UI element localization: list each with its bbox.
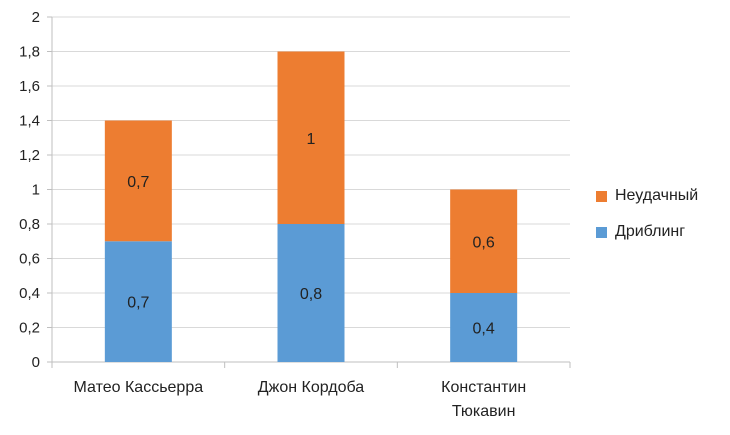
bar-segment — [450, 293, 518, 362]
x-category-label: Джон Кордоба — [258, 379, 365, 396]
y-tick-label: 0 — [32, 354, 40, 371]
data-label: 0,6 — [473, 234, 495, 251]
bar-segment — [277, 224, 345, 362]
bar-segment — [104, 241, 172, 362]
chart-legend: Неудачный Дриблинг — [596, 186, 726, 258]
bar-segment — [450, 189, 518, 293]
legend-swatch-dribbling — [596, 226, 607, 238]
legend-swatch-failed — [596, 190, 607, 202]
y-tick-label: 2 — [32, 9, 40, 26]
legend-label-dribbling: Дриблинг — [615, 223, 686, 240]
bar-segment — [277, 51, 345, 224]
y-tick-label: 1,8 — [19, 44, 40, 61]
legend-item-failed: Неудачный — [596, 186, 726, 206]
x-category-label: Матео Кассьерра — [74, 379, 204, 396]
y-tick-label: 1,4 — [19, 113, 40, 130]
data-label: 1 — [307, 131, 316, 148]
legend-label-failed: Неудачный — [615, 187, 699, 204]
x-category-label: Тюкавин — [452, 403, 516, 420]
y-tick-label: 0,6 — [19, 251, 40, 268]
x-category-label: Константин — [441, 379, 526, 396]
data-label: 0,7 — [127, 295, 149, 312]
data-label: 0,8 — [300, 286, 322, 303]
y-tick-label: 0,8 — [19, 216, 40, 233]
y-tick-label: 1 — [32, 182, 40, 199]
legend-item-dribbling: Дриблинг — [596, 222, 726, 242]
y-tick-label: 0,2 — [19, 320, 40, 337]
y-tick-label: 1,6 — [19, 78, 40, 95]
data-label: 0,4 — [473, 321, 495, 338]
bar-segment — [104, 120, 172, 242]
y-tick-label: 0,4 — [19, 285, 40, 302]
y-tick-label: 1,2 — [19, 147, 40, 164]
data-label: 0,7 — [127, 174, 149, 191]
